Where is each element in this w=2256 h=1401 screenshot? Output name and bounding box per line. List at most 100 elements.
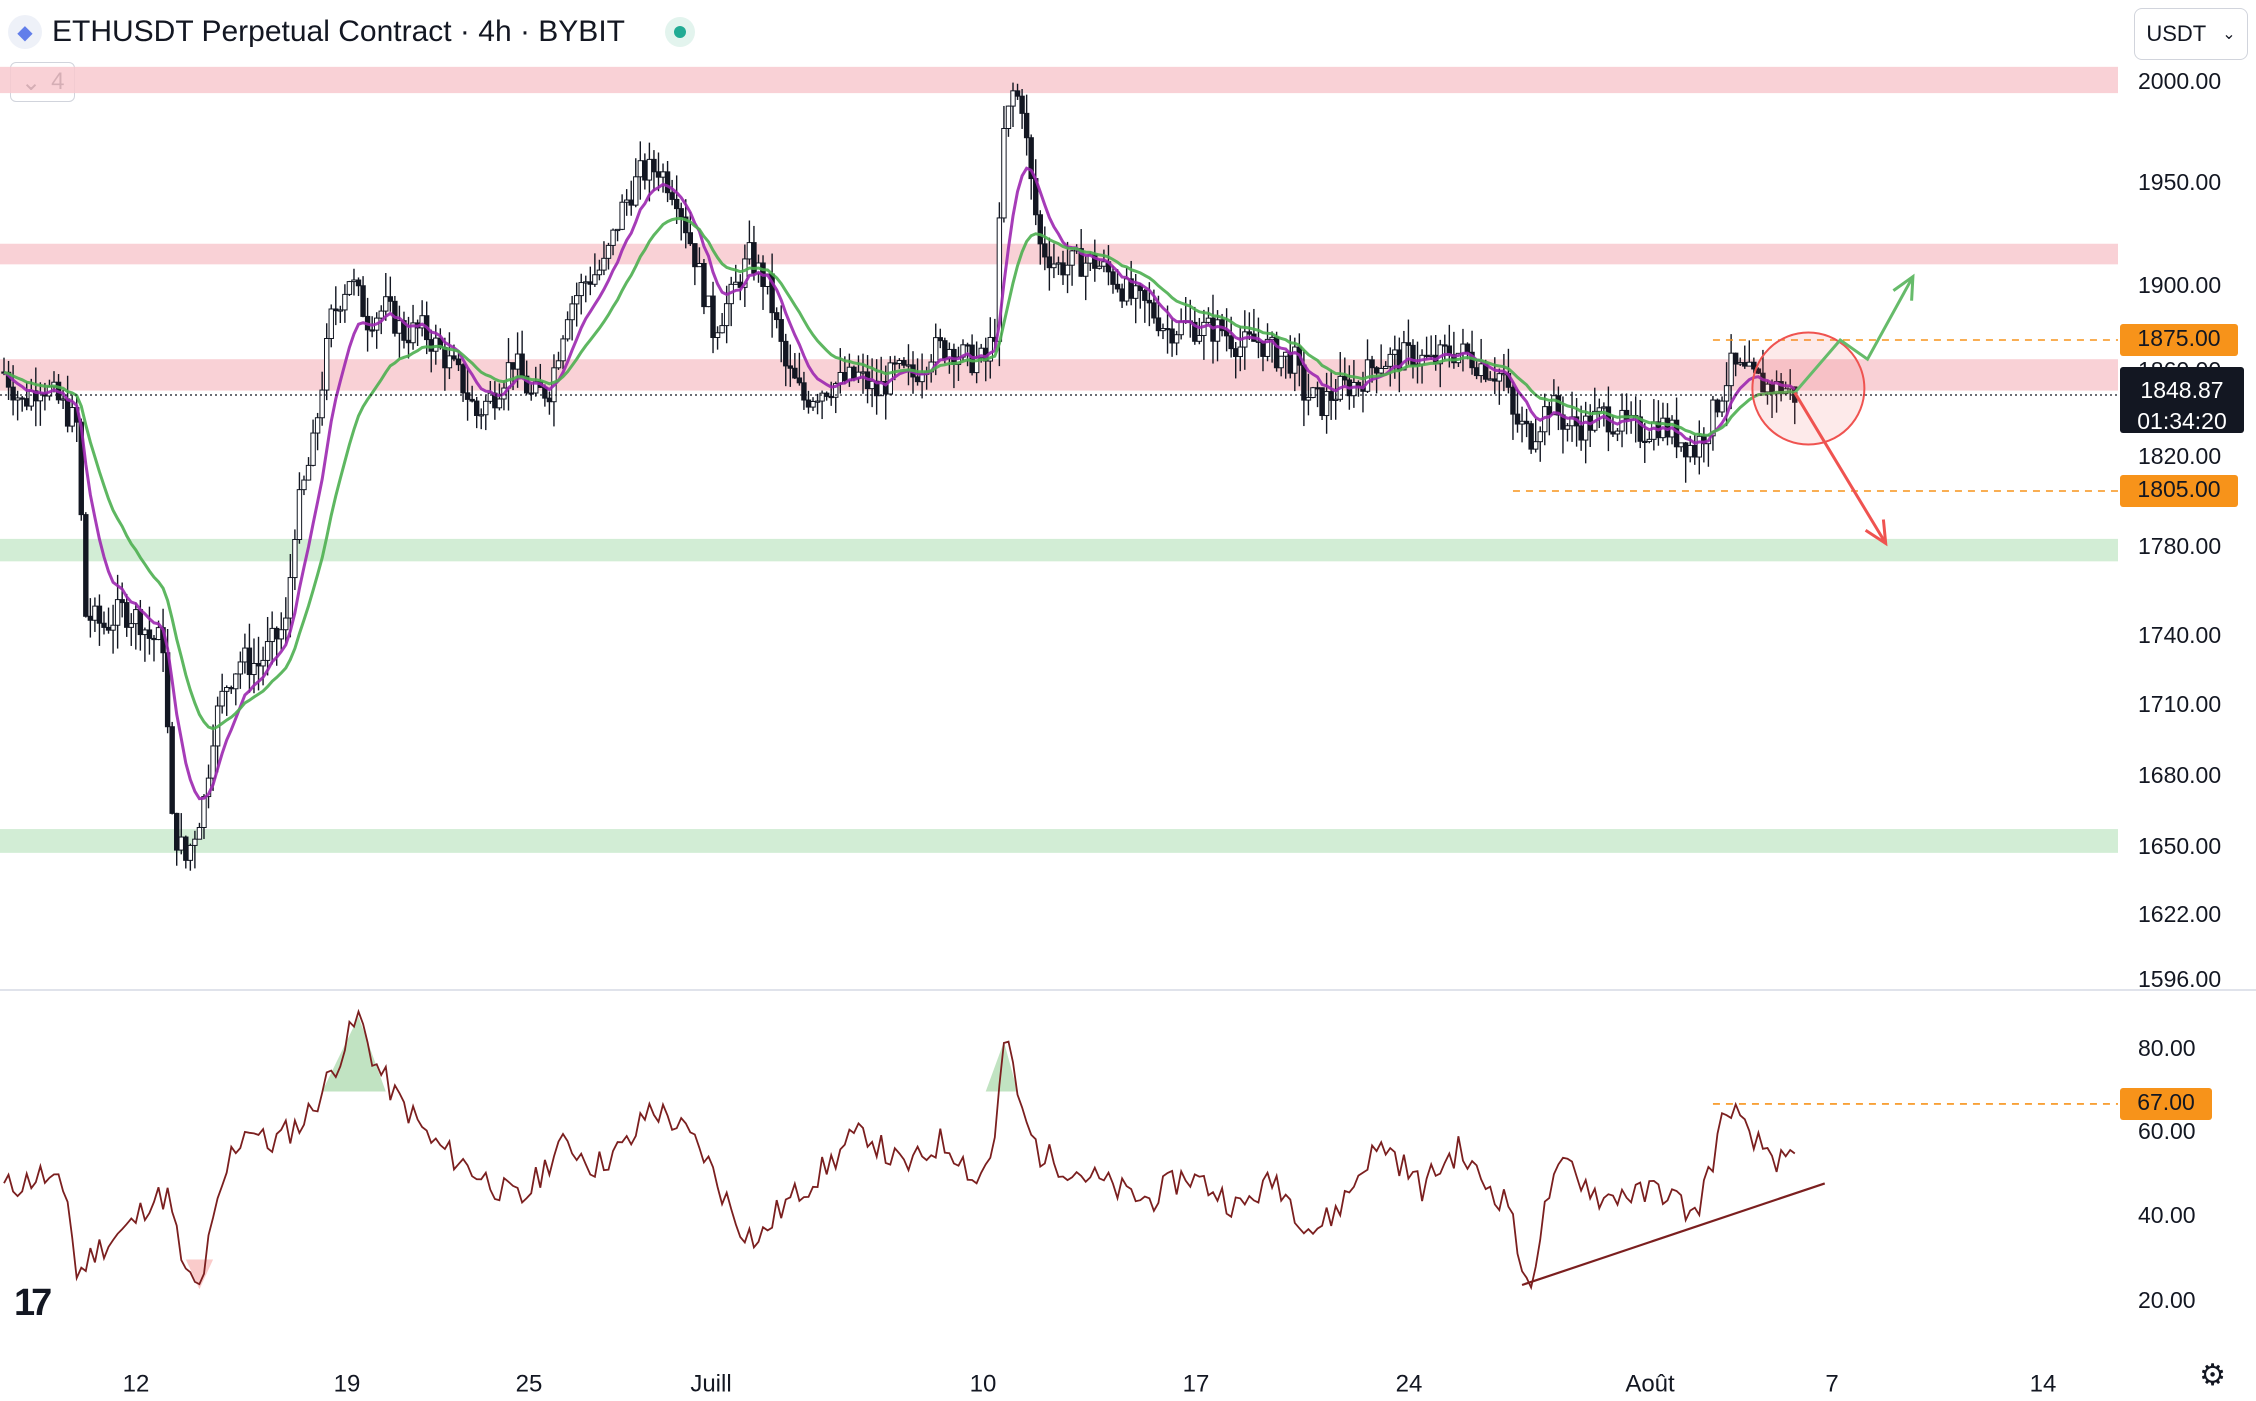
bullish-arrow [1793, 275, 1915, 394]
candle-body [1205, 317, 1212, 323]
candle-body [578, 282, 584, 297]
eth-logo-icon: ◆ [8, 15, 42, 49]
candle-body [655, 171, 662, 178]
candle-body [337, 309, 344, 312]
price-axis-tick: 1622.00 [2138, 901, 2221, 927]
candle-body [1278, 355, 1284, 369]
candle-body [1019, 95, 1025, 114]
candle-body [860, 371, 866, 374]
candle-body [646, 158, 653, 181]
candle-body [510, 362, 516, 370]
time-axis-tick: 24 [1396, 1370, 1423, 1397]
candle-body [1233, 348, 1239, 358]
candle-body [19, 397, 25, 400]
rsi-axis-tick: 60.00 [2138, 1118, 2196, 1144]
candle-body [555, 360, 562, 369]
candle-body [28, 390, 34, 407]
time-axis-tick: 25 [516, 1370, 543, 1397]
candle-body [546, 397, 553, 403]
candle-body [942, 340, 948, 360]
candle-body [583, 281, 589, 284]
candle-body [369, 329, 375, 332]
candle-body [1273, 336, 1280, 369]
candle-body [210, 745, 216, 779]
candle-body [1369, 359, 1375, 369]
candle-body [1537, 431, 1543, 443]
currency-selector[interactable]: USDT ⌄ [2134, 8, 2248, 60]
last-price-tag [2120, 367, 2244, 433]
candle-body [1582, 415, 1589, 441]
level-tag [2120, 324, 2238, 356]
candle-body [1164, 328, 1171, 331]
level-tag-label: 1875.00 [2137, 325, 2220, 351]
time-axis-tick: 7 [1825, 1370, 1838, 1397]
candle-body [842, 371, 848, 382]
candle-body [446, 355, 453, 369]
bearish-arrow-head [1864, 519, 1888, 547]
price-axis-tick: 1596.00 [2138, 966, 2221, 992]
candle-body [1528, 423, 1534, 450]
candle-body [719, 325, 725, 334]
candle-body [201, 796, 207, 828]
candle-body [1392, 349, 1398, 355]
candle-body [573, 295, 580, 305]
candle-body [1642, 440, 1648, 443]
ema-fast-line [3, 166, 1796, 801]
candle-body [405, 339, 412, 344]
candle-body [1405, 342, 1412, 346]
candle-body [433, 337, 439, 352]
candle-body [664, 171, 671, 194]
candle-body [1682, 442, 1689, 458]
candle-body [623, 199, 630, 203]
candle-body [1442, 344, 1448, 347]
candle-body [673, 198, 680, 210]
candle-body [1023, 112, 1030, 139]
candle-body [746, 242, 753, 260]
candle-body [896, 360, 903, 364]
candle-body [901, 360, 907, 366]
rsi-level-tag [2120, 1087, 2212, 1120]
candle-body [87, 615, 94, 621]
candle-body [1564, 425, 1571, 430]
highlight-circle [1751, 331, 1866, 446]
time-axis-tick: Juill [690, 1370, 731, 1397]
candle-body [1201, 321, 1207, 337]
candle-body [1133, 285, 1139, 299]
candle-body [783, 340, 789, 367]
candle-body [505, 362, 512, 389]
candle-body [119, 599, 125, 604]
candle-body [1283, 351, 1289, 357]
candle-body [642, 160, 648, 181]
rsi-axis-tick: 80.00 [2138, 1035, 2196, 1061]
candle-body [564, 319, 571, 340]
candle-body [933, 337, 939, 363]
candle-body [619, 201, 625, 230]
candle-body [10, 386, 16, 401]
candle-body [396, 320, 403, 334]
time-axis-tick: 19 [334, 1370, 361, 1397]
time-axis-tick: 10 [970, 1370, 997, 1397]
level-tag-label: 1805.00 [2137, 476, 2220, 502]
candle-body [692, 243, 698, 268]
candle-body [1323, 391, 1330, 417]
candle-body [64, 398, 71, 427]
candle-body [60, 398, 66, 401]
candle-body [773, 312, 780, 321]
candle-body [1155, 317, 1162, 332]
candle-body [1351, 381, 1357, 397]
symbol-title[interactable]: ETHUSDT Perpetual Contract · 4h · BYBIT [52, 15, 625, 48]
candle-body [360, 285, 366, 317]
candle-body [1078, 248, 1084, 277]
candle-body [1123, 278, 1130, 302]
gear-icon[interactable]: ⚙ [2199, 1359, 2226, 1392]
candle-body [1710, 399, 1716, 437]
candle-body [805, 399, 812, 408]
candle-body [310, 432, 316, 466]
candle-body [796, 377, 803, 384]
countdown-label: 01:34:20 [2137, 408, 2227, 434]
candle-body [1692, 444, 1698, 458]
candle-body [292, 539, 298, 579]
candle-body [283, 617, 289, 631]
candle-body [114, 599, 121, 626]
